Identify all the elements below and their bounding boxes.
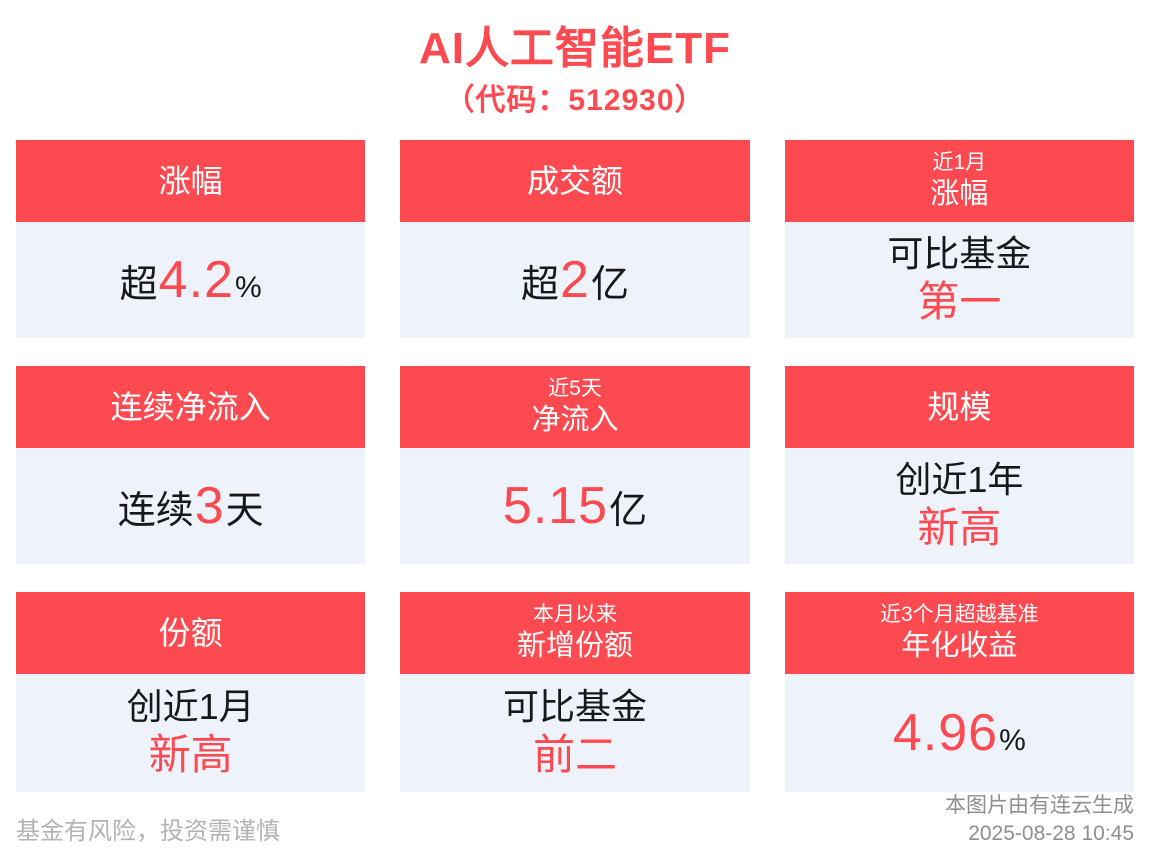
metric-line1: 创近1年 [895, 459, 1024, 501]
metric-value: 4.2 [158, 251, 234, 309]
metric-line2: 第一 [917, 278, 1002, 326]
card-header-label: 规模 [927, 388, 992, 425]
card-header-period: 本月以来 [532, 603, 617, 627]
card-new-shares: 本月以来 新增份额 可比基金 前二 [400, 592, 750, 792]
card-header-period: 近5天 [548, 377, 602, 401]
metric: 可比基金 前二 [503, 685, 647, 781]
card-change: 涨幅 超 4.2 % [16, 140, 366, 338]
card-header-period: 近3个月超越基准 [879, 603, 1039, 627]
card-body: 创近1月 新高 [16, 674, 366, 792]
card-header-label: 涨幅 [930, 177, 989, 210]
metric-unit: 天 [225, 490, 264, 532]
metric-value: 3 [194, 477, 225, 535]
card-turnover: 成交额 超 2 亿 [400, 140, 750, 338]
metric-unit: % [234, 271, 262, 304]
metric: 5.15 亿 [503, 476, 647, 536]
card-header-period: 近1月 [932, 151, 987, 175]
card-1m-rank: 近1月 涨幅 可比基金 第一 [784, 140, 1134, 338]
generator-credit: 本图片由有连云生成 2025-08-28 10:45 [945, 792, 1134, 847]
card-header: 连续净流入 [16, 366, 366, 448]
card-header: 成交额 [400, 140, 750, 222]
card-body: 超 2 亿 [400, 222, 750, 338]
card-streak-inflow: 连续净流入 连续 3 天 [16, 366, 366, 564]
card-annualized-return: 近3个月超越基准 年化收益 4.96 % [784, 592, 1134, 792]
stat-card-grid: 涨幅 超 4.2 % 成交额 超 2 亿 近1月 涨幅 [0, 140, 1150, 792]
metric-line2: 前二 [532, 731, 617, 779]
card-header: 近3个月超越基准 年化收益 [784, 592, 1134, 674]
footer: 基金有风险，投资需谨慎 本图片由有连云生成 2025-08-28 10:45 [0, 792, 1150, 860]
metric-line2: 新高 [917, 504, 1002, 552]
metric-line1: 可比基金 [887, 233, 1032, 275]
metric: 超 2 亿 [521, 250, 629, 310]
card-header-label: 净流入 [531, 403, 619, 436]
card-scale: 规模 创近1年 新高 [784, 366, 1134, 564]
page-title: AI人工智能ETF [418, 24, 732, 73]
card-body: 可比基金 前二 [400, 674, 750, 792]
card-5d-inflow: 近5天 净流入 5.15 亿 [400, 366, 750, 564]
metric-unit: % [999, 724, 1026, 757]
metric-unit: 亿 [590, 264, 629, 306]
metric-prefix: 超 [119, 264, 158, 306]
card-header-label: 涨幅 [158, 162, 223, 199]
generator-credit-line: 本图片由有连云生成 [945, 794, 1134, 818]
metric-line1: 创近1月 [126, 686, 255, 728]
card-header: 涨幅 [16, 140, 366, 222]
fund-code-subtitle: （代码：512930） [444, 83, 706, 117]
card-header: 本月以来 新增份额 [400, 592, 750, 674]
card-header: 份额 [16, 592, 366, 674]
metric-value: 5.15 [502, 477, 609, 535]
card-header-label: 新增份额 [516, 629, 633, 662]
metric: 可比基金 第一 [887, 232, 1031, 328]
card-shares: 份额 创近1月 新高 [16, 592, 366, 792]
metric: 超 4.2 % [120, 250, 262, 310]
card-body: 连续 3 天 [16, 448, 366, 564]
metric: 创近1年 新高 [895, 458, 1023, 554]
card-header: 近1月 涨幅 [784, 140, 1134, 222]
card-header-label: 连续净流入 [110, 388, 271, 425]
metric-value: 2 [560, 251, 590, 309]
metric: 连续 3 天 [118, 476, 264, 536]
metric-unit: 亿 [609, 490, 648, 532]
card-header-label: 年化收益 [901, 629, 1018, 662]
metric-line1: 可比基金 [502, 686, 647, 728]
card-body: 4.96 % [784, 674, 1134, 792]
card-body: 超 4.2 % [16, 222, 366, 338]
risk-disclaimer: 基金有风险，投资需谨慎 [16, 818, 280, 845]
card-header-label: 份额 [158, 614, 223, 651]
card-body: 创近1年 新高 [784, 448, 1134, 564]
metric-line2: 新高 [148, 731, 233, 779]
metric-prefix: 超 [521, 264, 560, 306]
card-header: 规模 [784, 366, 1134, 448]
metric-prefix: 连续 [117, 490, 194, 532]
card-header: 近5天 净流入 [400, 366, 750, 448]
card-header-label: 成交额 [526, 162, 623, 199]
generated-timestamp: 2025-08-28 10:45 [968, 821, 1134, 845]
metric-value: 4.96 [892, 704, 999, 762]
metric: 4.96 % [893, 703, 1026, 763]
metric: 创近1月 新高 [127, 685, 255, 781]
title-block: AI人工智能ETF （代码：512930） [0, 0, 1150, 140]
card-body: 5.15 亿 [400, 448, 750, 564]
card-body: 可比基金 第一 [784, 222, 1134, 338]
